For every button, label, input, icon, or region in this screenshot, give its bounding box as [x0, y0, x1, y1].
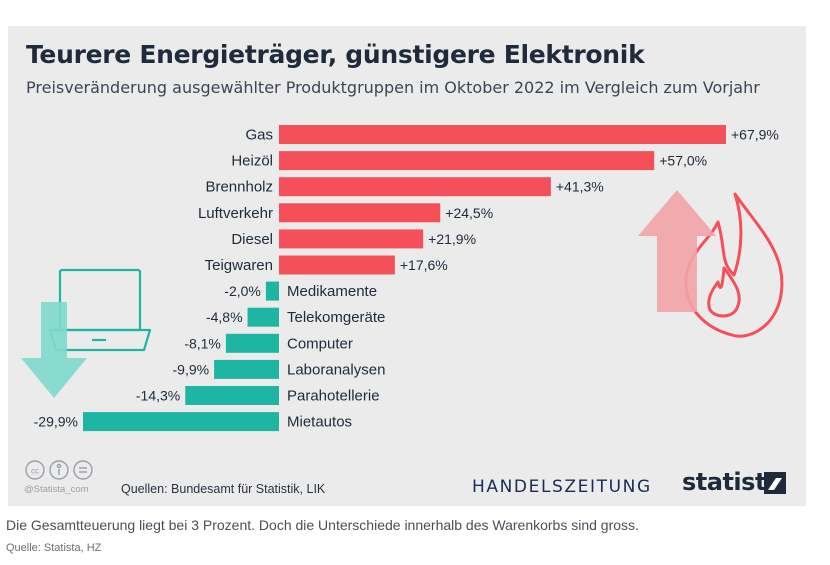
value-label: -2,0%: [224, 283, 261, 299]
statista-logo-icon: [764, 472, 786, 494]
value-label: +21,9%: [428, 231, 476, 247]
value-label: +41,3%: [556, 179, 604, 195]
up-arrow-icon: [638, 190, 716, 312]
value-label: +24,5%: [445, 205, 493, 221]
value-label: +57,0%: [659, 153, 707, 169]
chart-subtitle: Preisveränderung ausgewählter Produktgru…: [26, 78, 760, 97]
bar-4: [279, 229, 424, 249]
category-label: Brennholz: [205, 179, 273, 196]
bar-0: [279, 125, 726, 144]
svg-text:cc: cc: [31, 467, 39, 476]
bar-10: [185, 386, 279, 405]
category-label: Medikamente: [287, 283, 377, 300]
handelszeitung-logo: HANDELSZEITUNG: [472, 477, 652, 497]
bar-11: [83, 412, 279, 432]
category-label: Computer: [287, 335, 353, 352]
value-label: +17,6%: [400, 257, 448, 273]
value-label: -14,3%: [136, 388, 180, 404]
sources-text: Quellen: Bundesamt für Statistik, LIK: [121, 482, 326, 496]
value-label: -8,1%: [184, 335, 221, 351]
category-label: Telekomgeräte: [287, 309, 385, 326]
category-label: Luftverkehr: [198, 205, 273, 222]
category-label: Teigwaren: [205, 257, 273, 274]
category-label: Laboranalysen: [287, 361, 385, 378]
bar-7: [247, 307, 279, 327]
category-label: Heizöl: [231, 153, 273, 170]
bar-8: [225, 333, 279, 353]
value-label: -29,9%: [34, 414, 78, 430]
bar-5: [279, 255, 395, 275]
category-label: Diesel: [231, 231, 273, 248]
bar-9: [214, 359, 279, 379]
cc-handle: @Statista_com: [24, 484, 89, 495]
category-label: Gas: [245, 127, 273, 144]
down-arrow-icon: [21, 302, 87, 398]
bar-2: [279, 177, 551, 197]
chart-title: Teurere Energieträger, günstigere Elektr…: [26, 40, 645, 69]
flame-icon: [684, 192, 784, 338]
value-label: -9,9%: [173, 361, 210, 377]
cc-license-icons: cc: [25, 460, 93, 480]
credit-text: Quelle: Statista, HZ: [6, 542, 102, 554]
value-label: -4,8%: [206, 309, 243, 325]
caption-text: Die Gesamtteuerung liegt bei 3 Prozent. …: [6, 517, 639, 533]
value-label: +67,9%: [731, 127, 779, 143]
category-label: Mietautos: [287, 414, 352, 431]
bar-6: [265, 281, 279, 301]
bar-1: [279, 151, 655, 171]
bar-3: [279, 203, 441, 223]
category-label: Parahotellerie: [287, 388, 380, 405]
